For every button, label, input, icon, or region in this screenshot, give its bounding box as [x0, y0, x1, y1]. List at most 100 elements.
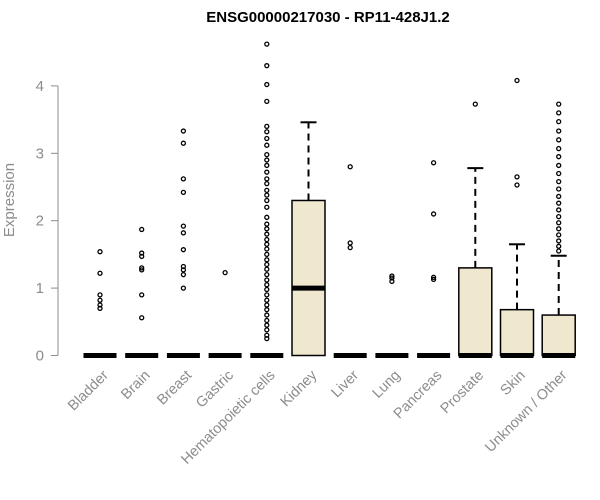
- outlier-point: [556, 193, 562, 200]
- outlier-point: [264, 271, 270, 278]
- outlier-point: [264, 282, 270, 288]
- outlier-point: [264, 312, 270, 318]
- outlier-point: [264, 204, 270, 210]
- outlier-point: [139, 226, 145, 233]
- outlier-point: [264, 226, 270, 232]
- outlier-point: [430, 276, 437, 282]
- outlier-point: [556, 137, 562, 143]
- box-group: [250, 41, 284, 358]
- y-tick-label: 3: [36, 145, 44, 162]
- outlier-point: [264, 180, 270, 187]
- outlier-point: [180, 223, 187, 229]
- box-iqr: [499, 308, 535, 357]
- outlier-point: [264, 98, 270, 105]
- outlier-point: [556, 170, 562, 177]
- outlier-point: [556, 248, 562, 254]
- box-group: [333, 164, 367, 358]
- x-tick-label: Lung: [370, 368, 404, 402]
- outlier-point: [139, 253, 145, 260]
- outlier-point: [556, 154, 562, 160]
- outlier-point: [264, 231, 270, 237]
- outlier-point: [264, 162, 270, 169]
- outlier-point: [472, 101, 478, 107]
- outlier-point: [264, 142, 270, 148]
- outlier-point: [222, 269, 228, 276]
- outlier-point: [264, 307, 270, 313]
- outlier-point: [264, 335, 270, 342]
- chart-title: ENSG00000217030 - RP11-428J1.2: [206, 9, 450, 26]
- outlier-point: [264, 292, 270, 298]
- outlier-point: [180, 140, 187, 146]
- outlier-point: [264, 41, 270, 47]
- y-tick-label: 1: [36, 280, 44, 297]
- outlier-point: [264, 157, 270, 163]
- outlier-point: [264, 297, 270, 303]
- outlier-point: [556, 243, 562, 249]
- box-group: [291, 121, 326, 357]
- outlier-point: [264, 322, 270, 328]
- outlier-point: [514, 77, 520, 84]
- outlier-point: [264, 151, 270, 158]
- outlier-point: [180, 267, 187, 273]
- outlier-point: [347, 240, 353, 246]
- box-group: [208, 269, 242, 358]
- outlier-point: [556, 186, 562, 192]
- outlier-point: [97, 249, 103, 255]
- outlier-point: [97, 292, 103, 298]
- outlier-point: [264, 257, 270, 263]
- outlier-point: [264, 123, 270, 129]
- outlier-point: [264, 221, 270, 227]
- outlier-point: [180, 176, 187, 182]
- outlier-point: [556, 207, 562, 213]
- outlier-point: [264, 176, 270, 182]
- x-tick-label: Skin: [498, 368, 529, 399]
- outlier-point: [97, 297, 103, 303]
- outlier-point: [514, 174, 520, 180]
- outlier-point: [556, 101, 562, 107]
- outlier-point: [556, 110, 562, 116]
- box-group: [541, 101, 576, 358]
- y-axis: 0 1 2 3 4: [36, 78, 59, 365]
- outlier-point: [264, 261, 270, 268]
- box-group: [83, 249, 117, 358]
- outlier-point: [264, 246, 270, 252]
- x-tick-label: Breast: [154, 368, 195, 409]
- box-group: [417, 160, 451, 358]
- plot-area: [83, 41, 576, 358]
- outlier-point: [264, 81, 270, 88]
- outlier-point: [264, 277, 270, 283]
- outlier-point: [180, 128, 187, 134]
- box-group: [458, 101, 493, 358]
- box-group: [499, 77, 535, 358]
- outlier-point: [180, 271, 187, 278]
- outlier-point: [347, 164, 353, 170]
- outlier-point: [556, 118, 562, 125]
- outlier-point: [389, 273, 395, 279]
- outlier-point: [430, 211, 437, 217]
- outlier-point: [389, 278, 395, 285]
- y-tick-label: 2: [36, 213, 44, 230]
- outlier-point: [97, 305, 103, 311]
- x-tick-label: Bladder: [65, 367, 112, 414]
- y-tick-label: 4: [36, 78, 44, 95]
- outlier-point: [180, 285, 187, 291]
- outlier-point: [264, 169, 270, 175]
- x-tick-label: Liver: [328, 367, 362, 401]
- outlier-point: [264, 236, 270, 243]
- box-iqr: [541, 314, 576, 357]
- outlier-point: [264, 251, 270, 258]
- outlier-point: [556, 145, 562, 152]
- outlier-point: [264, 187, 270, 194]
- outlier-point: [264, 63, 270, 69]
- outlier-point: [264, 192, 270, 198]
- outlier-point: [556, 178, 562, 185]
- box-iqr: [291, 199, 326, 357]
- outlier-point: [514, 182, 520, 188]
- y-tick-label: 0: [36, 348, 44, 365]
- outlier-point: [556, 226, 562, 232]
- y-axis-label: Expression: [1, 163, 18, 237]
- outlier-point: [264, 327, 270, 333]
- outlier-point: [556, 200, 562, 206]
